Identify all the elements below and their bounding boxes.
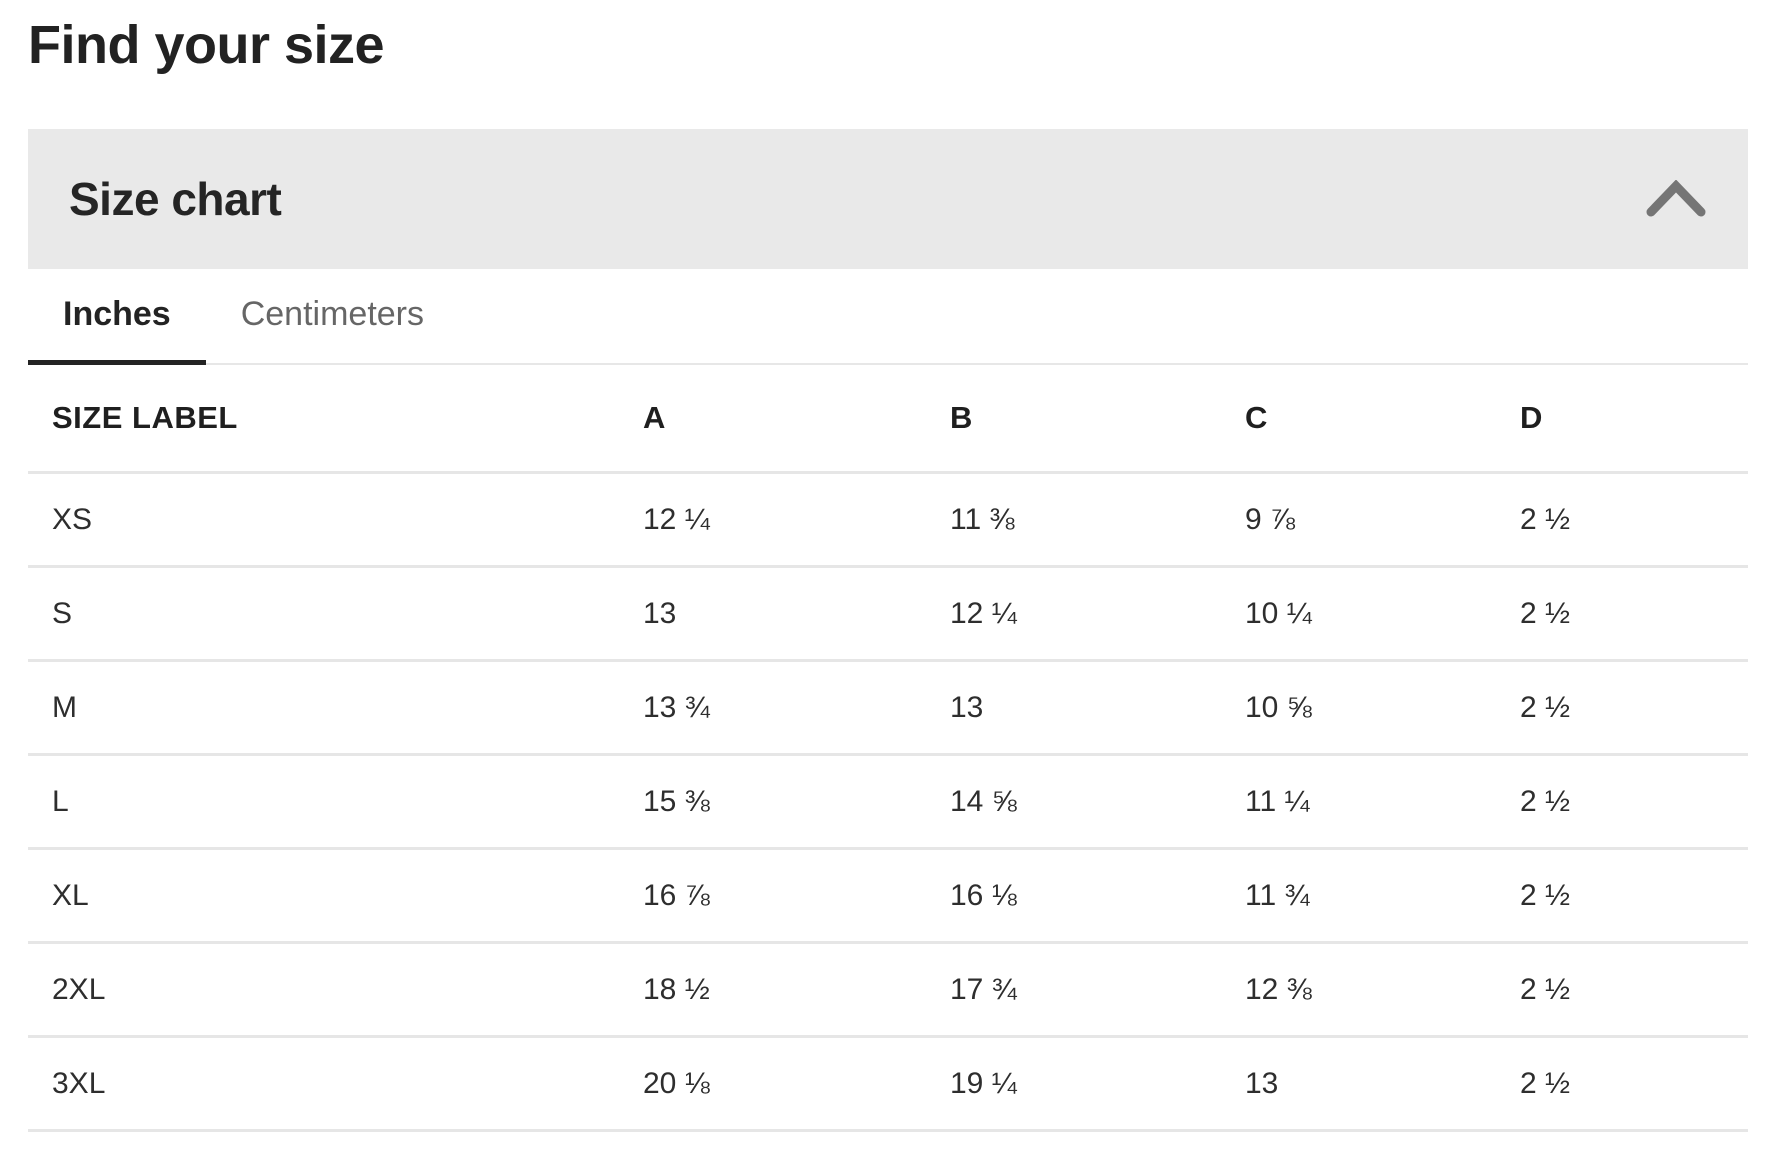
column-header-size-label: SIZE LABEL	[52, 400, 238, 435]
table-cell: 2 ½	[1520, 690, 1571, 724]
column-header-c: C	[1245, 400, 1268, 435]
row-label: S	[52, 596, 73, 630]
table-header-row: SIZE LABEL A B C D	[28, 365, 1748, 474]
table-cell: 10 ¼	[1245, 596, 1312, 630]
table-cell: 9 ⅞	[1245, 502, 1296, 536]
table-cell: 11 ¾	[1245, 878, 1310, 912]
table-row-s: S 13 12 ¼ 10 ¼ 2 ½	[28, 568, 1748, 662]
page-title: Find your size	[28, 15, 385, 75]
table-cell: 20 ⅛	[643, 1066, 710, 1100]
table-cell: 15 ⅜	[643, 784, 710, 818]
chevron-up-icon[interactable]	[1645, 180, 1707, 218]
row-label: XL	[52, 878, 89, 912]
table-row-3xl: 3XL 20 ⅛ 19 ¼ 13 2 ½	[28, 1038, 1748, 1132]
table-cell: 2 ½	[1520, 596, 1571, 630]
table-cell: 19 ¼	[950, 1066, 1017, 1100]
row-label: 2XL	[52, 972, 106, 1006]
row-label: M	[52, 690, 77, 724]
row-label: L	[52, 784, 69, 818]
table-cell: 16 ⅞	[643, 878, 710, 912]
table-cell: 2 ½	[1520, 502, 1571, 536]
table-cell: 16 ⅛	[950, 878, 1017, 912]
size-chart-panel-header[interactable]: Size chart	[28, 129, 1748, 269]
tab-centimeters[interactable]: Centimeters	[240, 295, 424, 333]
table-cell: 13	[950, 690, 984, 724]
table-cell: 2 ½	[1520, 878, 1571, 912]
table-cell: 18 ½	[643, 972, 710, 1006]
table-row-m: M 13 ¾ 13 10 ⅝ 2 ½	[28, 662, 1748, 756]
column-header-d: D	[1520, 400, 1543, 435]
table-cell: 11 ¼	[1245, 784, 1310, 818]
table-cell: 14 ⅝	[950, 784, 1017, 818]
table-cell: 12 ¼	[950, 596, 1017, 630]
size-chart-title: Size chart	[69, 173, 282, 225]
table-row-2xl: 2XL 18 ½ 17 ¾ 12 ⅜ 2 ½	[28, 944, 1748, 1038]
table-cell: 13	[643, 596, 677, 630]
row-label: 3XL	[52, 1066, 106, 1100]
table-cell: 13	[1245, 1066, 1279, 1100]
column-header-b: B	[950, 400, 973, 435]
table-cell: 13 ¾	[643, 690, 710, 724]
table-cell: 12 ⅜	[1245, 972, 1312, 1006]
table-cell: 12 ¼	[643, 502, 710, 536]
table-cell: 10 ⅝	[1245, 690, 1312, 724]
table-cell: 17 ¾	[950, 972, 1017, 1006]
table-row-xl: XL 16 ⅞ 16 ⅛ 11 ¾ 2 ½	[28, 850, 1748, 944]
table-cell: 2 ½	[1520, 784, 1571, 818]
units-tabs: Inches Centimeters	[28, 269, 1748, 365]
table-cell: 2 ½	[1520, 972, 1571, 1006]
row-label: XS	[52, 502, 93, 536]
table-row-xs: XS 12 ¼ 11 ⅜ 9 ⅞ 2 ½	[28, 474, 1748, 568]
table-cell: 11 ⅜	[950, 502, 1015, 536]
tab-inches[interactable]: Inches	[28, 269, 206, 365]
table-cell: 2 ½	[1520, 1066, 1571, 1100]
column-header-a: A	[643, 400, 666, 435]
chevron-up-stroke	[1646, 180, 1706, 217]
size-chart-table: SIZE LABEL A B C D XS 12 ¼ 11 ⅜ 9 ⅞ 2 ½ …	[28, 365, 1748, 1132]
table-row-l: L 15 ⅜ 14 ⅝ 11 ¼ 2 ½	[28, 756, 1748, 850]
